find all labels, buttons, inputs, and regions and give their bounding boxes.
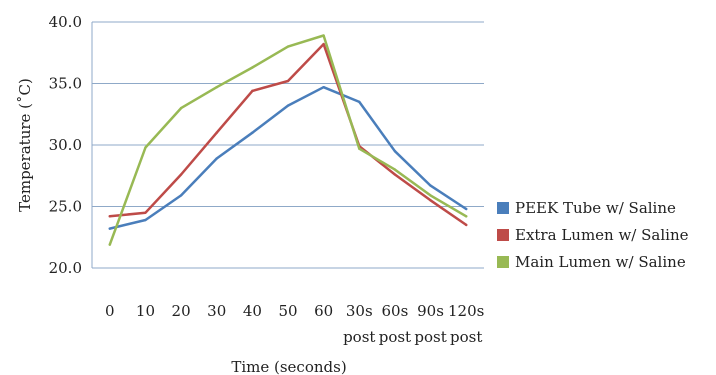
x-tick-label: 0 — [105, 302, 115, 320]
data-point — [108, 243, 112, 246]
data-point — [393, 173, 397, 176]
data-point — [429, 184, 432, 187]
data-point — [464, 215, 468, 218]
data-point — [215, 131, 218, 134]
x-tick-label: 90s — [417, 302, 444, 320]
y-tick-label: 20.0 — [49, 259, 82, 277]
x-tick-label: 10 — [136, 302, 155, 320]
data-point — [358, 147, 361, 150]
y-tick-label: 40.0 — [49, 13, 82, 31]
data-point — [251, 131, 254, 134]
data-point — [322, 85, 325, 89]
x-tick-label-line2: post — [414, 328, 446, 346]
y-axis-tick-labels: 20.0 25.0 30.0 35.0 40.0 — [49, 13, 82, 277]
y-tick-label: 35.0 — [49, 75, 82, 93]
data-point — [179, 106, 183, 110]
y-axis-title: Temperature (˚C) — [16, 78, 34, 212]
data-point — [179, 194, 183, 197]
data-point — [322, 34, 325, 37]
legend: PEEK Tube w/ Saline Extra Lumen w/ Saline… — [497, 199, 689, 271]
x-axis-tick-labels: 0 10 20 30 40 50 60 30spost60spost90spost120spo… — [105, 302, 484, 346]
legend-swatch — [497, 229, 509, 241]
legend-label: Extra Lumen w/ Saline — [515, 226, 689, 244]
series-lines — [108, 34, 468, 246]
series-line-1 — [108, 42, 468, 227]
legend-label: Main Lumen w/ Saline — [515, 253, 686, 271]
x-tick-label-line2: post — [379, 328, 411, 346]
data-point — [286, 79, 290, 83]
legend-label: PEEK Tube w/ Saline — [515, 199, 676, 217]
data-point — [251, 89, 254, 93]
data-point — [393, 149, 397, 153]
data-point — [286, 104, 290, 107]
data-point — [358, 100, 361, 104]
x-axis-title: Time (seconds) — [231, 358, 346, 375]
x-tick-label: 50 — [278, 302, 297, 320]
x-tick-label: 120s — [448, 302, 484, 320]
data-point — [464, 207, 468, 211]
x-tick-label: 30 — [207, 302, 226, 320]
data-point — [393, 168, 397, 171]
data-point — [179, 173, 183, 176]
x-tick-label: 60 — [314, 302, 333, 320]
x-tick-label: 40 — [243, 302, 262, 320]
y-tick-label: 25.0 — [49, 198, 82, 216]
data-point — [251, 66, 254, 69]
data-point — [108, 227, 112, 230]
legend-swatch — [497, 256, 509, 268]
gridlines — [91, 21, 484, 269]
x-tick-label: 20 — [172, 302, 191, 320]
data-point — [215, 85, 218, 89]
data-point — [464, 223, 468, 227]
series-line-2 — [108, 34, 468, 246]
data-point — [322, 42, 325, 46]
data-point — [429, 199, 432, 202]
data-point — [286, 45, 290, 48]
data-point — [429, 194, 432, 197]
data-point — [215, 157, 218, 160]
legend-swatch — [497, 202, 509, 214]
x-tick-label-line2: post — [450, 328, 482, 346]
data-point — [144, 218, 147, 222]
data-point — [108, 215, 112, 218]
data-point — [144, 211, 147, 214]
y-tick-label: 30.0 — [49, 136, 82, 154]
x-tick-label: 30s — [346, 302, 373, 320]
x-tick-label-line2: post — [343, 328, 375, 346]
data-point — [144, 146, 147, 149]
series-line-0 — [108, 85, 468, 230]
x-tick-label: 60s — [382, 302, 409, 320]
